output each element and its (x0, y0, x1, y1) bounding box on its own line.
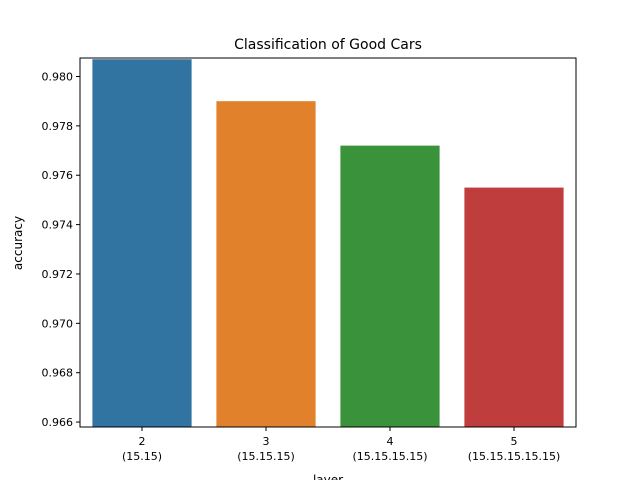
y-tick-label: 0.966 (42, 416, 74, 429)
chart-title: Classification of Good Cars (234, 37, 422, 53)
y-axis-label: accuracy (11, 216, 25, 270)
y-tick-label: 0.970 (42, 317, 74, 330)
y-tick-label: 0.972 (42, 268, 74, 281)
y-tick-label: 0.978 (42, 120, 74, 133)
x-tick-label-2: 2 (15.15) (122, 435, 162, 463)
x-tick-label-5: 5 (15.15.15.15.15) (468, 435, 561, 463)
bar-2 (92, 59, 192, 427)
bar-4 (340, 145, 440, 427)
y-tick-label: 0.980 (42, 71, 74, 84)
bar-3 (216, 101, 316, 428)
bar-5 (464, 187, 564, 427)
bars-layer (92, 59, 564, 428)
x-axis-label: layer (313, 473, 343, 480)
x-tick-label-4: 4 (15.15.15.15) (352, 435, 427, 463)
plot-frame (79, 57, 577, 428)
axes-layer: 0.966 0.968 0.970 0.972 0.974 0.976 0.978 0.980… (42, 57, 577, 463)
y-tick-label: 0.974 (42, 219, 74, 232)
y-tick-label: 0.968 (42, 367, 74, 380)
y-tick-label: 0.976 (42, 169, 74, 182)
x-tick-label-3: 3 (15.15.15) (237, 435, 295, 463)
